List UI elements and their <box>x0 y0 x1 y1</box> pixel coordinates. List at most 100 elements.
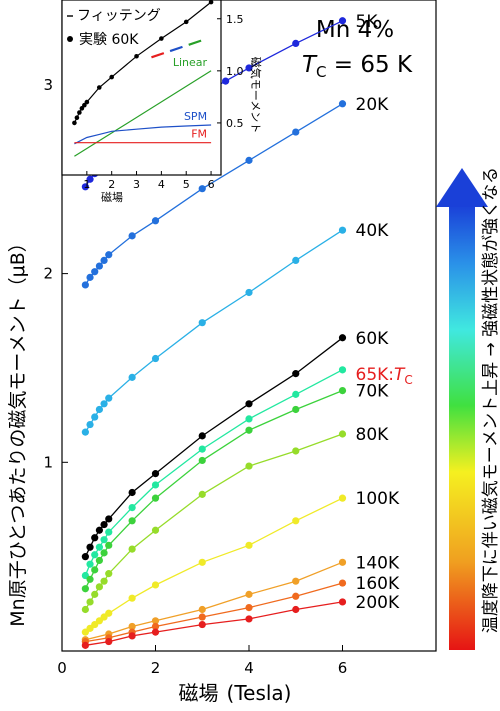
data-point <box>86 560 94 568</box>
annotation-sample: Mn 4% <box>316 17 394 43</box>
data-point <box>100 536 108 544</box>
data-point <box>245 426 253 434</box>
data-point <box>151 622 160 631</box>
inset-data-point <box>134 53 139 59</box>
data-point <box>81 585 89 593</box>
data-point <box>198 490 206 498</box>
data-point <box>222 77 230 85</box>
data-point <box>292 256 300 264</box>
series-line-3 <box>84 337 343 557</box>
data-point <box>198 456 206 465</box>
data-point <box>91 590 99 598</box>
inset-data-point <box>183 19 189 25</box>
series-line-4 <box>84 369 343 576</box>
data-point <box>105 541 113 549</box>
inset-data-point <box>109 74 114 80</box>
colorbar-label: 温度降下に伴い磁気モーメント上昇 → 強磁性状態が強くなる <box>481 167 500 633</box>
data-point <box>151 526 160 534</box>
data-point <box>81 641 89 649</box>
data-point <box>100 549 108 557</box>
data-point <box>151 617 160 625</box>
inset-x-tick-label: 1 <box>83 178 90 191</box>
y-tick-label: 1 <box>43 453 53 471</box>
data-point <box>245 462 253 470</box>
data-point <box>81 553 89 561</box>
inset-colored-segment <box>169 45 183 53</box>
y-tick-label: 3 <box>43 76 53 94</box>
inset-x-tick-label: 4 <box>158 178 165 191</box>
data-point <box>245 590 253 598</box>
data-point <box>100 256 108 264</box>
inset-data-point <box>159 36 164 41</box>
data-point <box>338 387 347 395</box>
data-point <box>151 470 160 478</box>
data-point <box>95 526 103 534</box>
series-line-7 <box>84 497 343 633</box>
data-point <box>198 445 206 453</box>
data-point <box>245 541 253 549</box>
inset-data-point <box>96 85 102 90</box>
data-point <box>86 420 94 429</box>
data-point <box>151 494 160 502</box>
inset-x-tick-label: 2 <box>108 178 115 191</box>
data-point <box>292 390 300 398</box>
data-point <box>128 517 136 525</box>
data-point <box>86 543 94 551</box>
data-point <box>105 637 113 646</box>
data-point <box>91 413 99 421</box>
colorbar-arrow-head <box>436 168 488 207</box>
data-point <box>91 551 99 559</box>
annotation-tc: TC = 65 K <box>302 52 413 81</box>
data-point <box>86 598 94 606</box>
data-point <box>105 609 113 617</box>
inset-series-label: SPM <box>184 110 207 123</box>
inset-colored-segment <box>151 52 165 59</box>
data-point <box>338 100 347 108</box>
inset-data-point <box>74 115 80 121</box>
data-point <box>151 481 160 489</box>
x-axis-label-unit: (Tesla) <box>227 681 292 705</box>
series-line-10 <box>85 601 343 646</box>
inset-series-labels: Linear SPM FM <box>173 56 208 141</box>
y-axis-label: Mn原子ひとつあたりの磁気モーメント（μB） <box>7 233 29 626</box>
series-label: 80K <box>356 425 390 445</box>
data-point <box>86 175 94 183</box>
inset-x-tick-label: 6 <box>208 178 215 191</box>
inset-data-point <box>77 110 82 115</box>
data-point <box>91 268 99 276</box>
x-tick-label: 0 <box>57 659 67 677</box>
series-line-6 <box>84 433 343 610</box>
inset-series-points <box>72 0 214 126</box>
data-point <box>128 545 136 553</box>
inset-data-point <box>79 106 85 111</box>
data-point <box>95 556 103 565</box>
data-point <box>292 370 300 378</box>
data-point <box>105 394 113 402</box>
inset-axis-ticks: 1 2 3 4 5 6 0.5 1.0 1.5 <box>83 13 243 191</box>
main-series-points <box>81 17 347 649</box>
data-point <box>292 447 300 455</box>
data-point <box>245 156 253 164</box>
data-point <box>105 528 113 536</box>
series-label: 60K <box>356 329 390 349</box>
inset-series-label: FM <box>191 128 207 141</box>
data-point <box>292 405 300 414</box>
data-point <box>292 128 300 136</box>
inset-y-tick-label: 0.5 <box>226 117 244 130</box>
data-point <box>100 400 108 408</box>
data-point <box>198 613 206 621</box>
inset-x-axis-label: 磁場 <box>101 191 123 204</box>
series-label: 160K <box>356 574 400 594</box>
data-point <box>198 319 206 327</box>
inset-data-point <box>208 0 214 5</box>
series-label: 20K <box>356 95 390 115</box>
data-point <box>338 579 347 587</box>
data-point <box>292 39 300 48</box>
data-point <box>245 415 253 423</box>
inset-data-point <box>82 102 87 108</box>
data-point <box>95 262 103 270</box>
data-point <box>128 503 136 512</box>
series-label: 100K <box>356 489 400 509</box>
inset-series-line-1 <box>74 70 212 157</box>
